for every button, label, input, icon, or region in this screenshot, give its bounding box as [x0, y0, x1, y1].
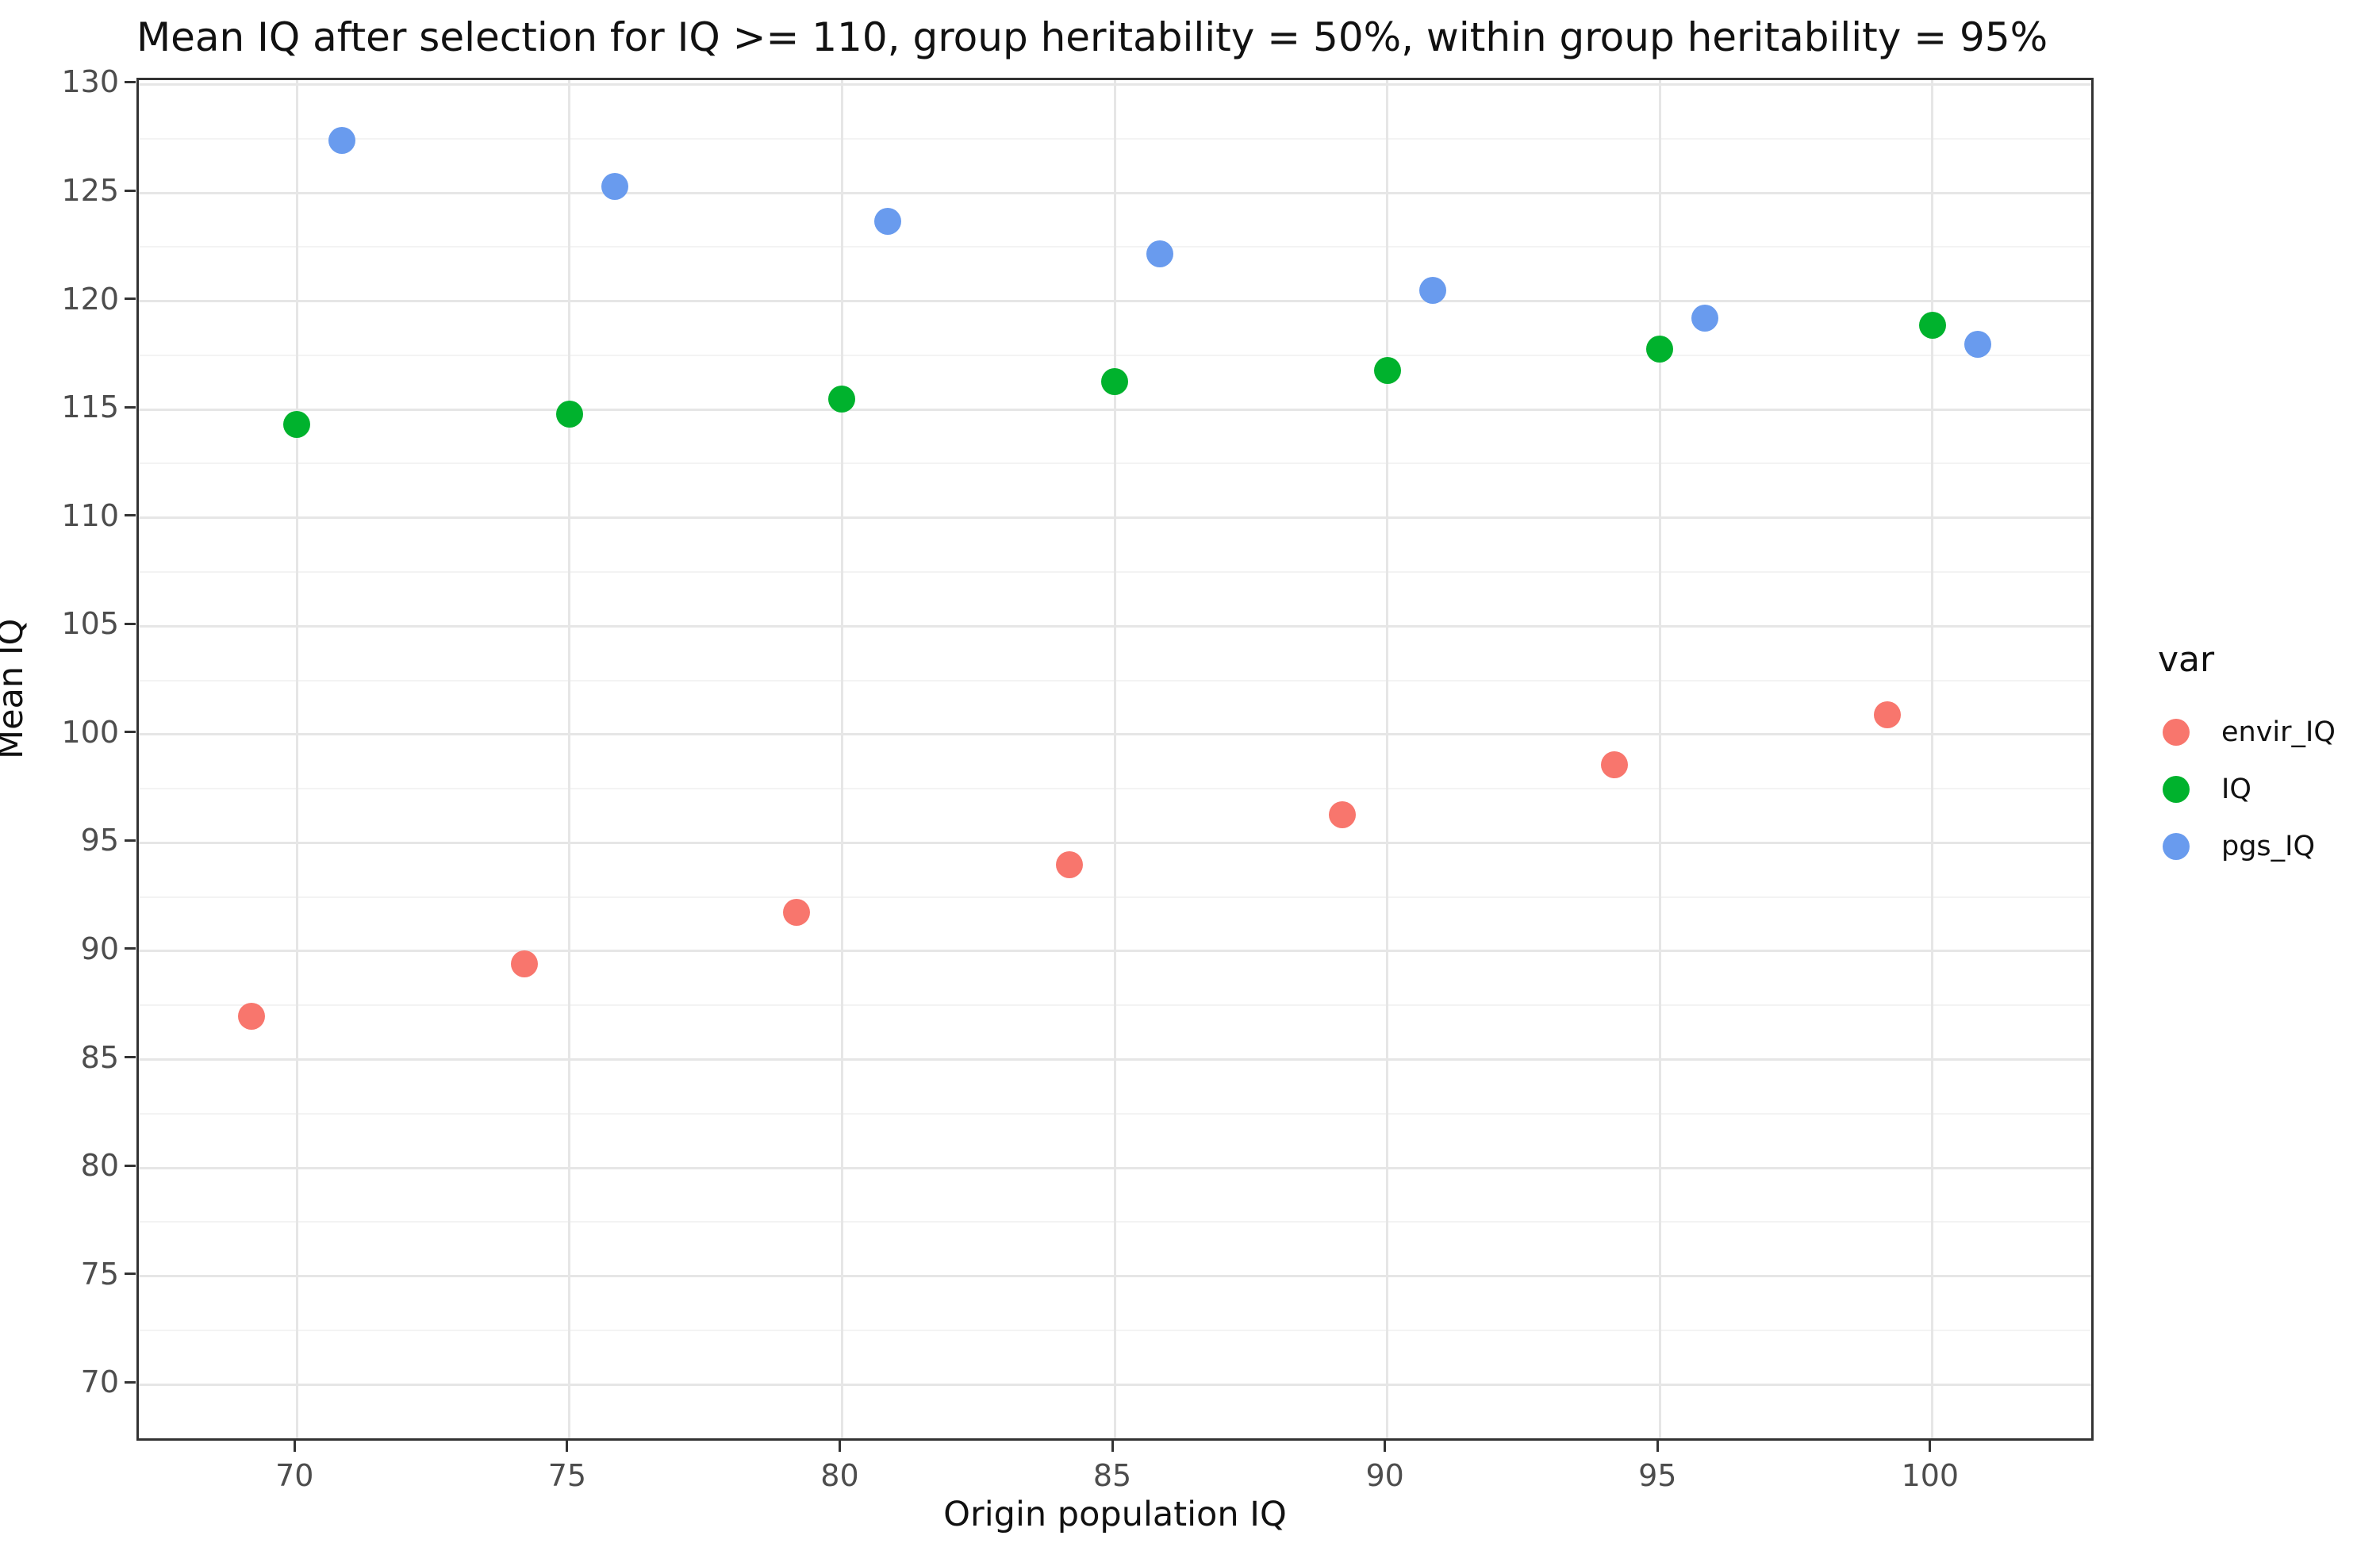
legend-key-dot-pgs-iq: [2163, 833, 2190, 860]
data-point-IQ-95: [1646, 335, 1674, 363]
legend-label: envir_IQ: [2221, 716, 2336, 748]
data-point-IQ-85: [1101, 367, 1129, 395]
x-tick-label-95: 95: [1638, 1458, 1677, 1493]
major-gridline-x-95: [1658, 80, 1661, 1438]
y-tick-label-85: 85: [80, 1039, 119, 1075]
x-tick-label-100: 100: [1901, 1458, 1960, 1493]
legend-item-envir-iq: envir_IQ: [2158, 704, 2380, 761]
y-tick-label-80: 80: [80, 1148, 119, 1184]
data-point-pgs_IQ-70: [328, 127, 356, 155]
data-point-IQ-70: [283, 411, 311, 439]
major-gridline-x-75: [568, 80, 571, 1438]
legend-key-dot-iq: [2163, 776, 2190, 803]
data-point-envir_IQ-80: [783, 898, 811, 926]
data-point-pgs_IQ-80: [873, 207, 901, 235]
data-point-envir_IQ-75: [510, 950, 538, 978]
data-point-IQ-75: [555, 400, 583, 428]
y-tick-label-70: 70: [80, 1365, 119, 1400]
x-tick-mark-90: [1384, 1441, 1387, 1452]
y-tick-label-75: 75: [80, 1256, 119, 1292]
major-gridline-x-80: [840, 80, 843, 1438]
y-tick-label-115: 115: [61, 390, 119, 425]
y-tick-label-100: 100: [61, 714, 119, 750]
y-tick-label-125: 125: [61, 173, 119, 209]
y-tick-mark-85: [125, 1056, 136, 1059]
x-tick-mark-100: [1929, 1441, 1932, 1452]
major-gridline-x-70: [295, 80, 298, 1438]
y-tick-label-130: 130: [61, 64, 119, 100]
data-point-IQ-100: [1918, 311, 1946, 339]
x-tick-label-75: 75: [547, 1458, 587, 1493]
y-tick-label-105: 105: [61, 606, 119, 642]
data-point-envir_IQ-100: [1873, 701, 1901, 729]
legend-label: IQ: [2221, 774, 2251, 805]
major-gridline-x-100: [1931, 80, 1934, 1438]
y-tick-label-120: 120: [61, 281, 119, 317]
legend: var envir_IQ IQ pgs_IQ: [2158, 639, 2380, 875]
y-tick-mark-105: [125, 622, 136, 625]
data-point-pgs_IQ-85: [1146, 240, 1174, 267]
data-point-pgs_IQ-75: [601, 172, 628, 200]
data-point-pgs_IQ-95: [1691, 305, 1719, 332]
data-point-envir_IQ-90: [1328, 800, 1356, 828]
x-tick-mark-75: [566, 1441, 569, 1452]
x-tick-label-80: 80: [820, 1458, 859, 1493]
legend-label: pgs_IQ: [2221, 831, 2316, 862]
y-tick-mark-80: [125, 1164, 136, 1167]
x-tick-mark-95: [1656, 1441, 1659, 1452]
data-point-envir_IQ-70: [238, 1002, 266, 1030]
y-tick-mark-75: [125, 1273, 136, 1276]
x-tick-label-85: 85: [1092, 1458, 1132, 1493]
x-tick-mark-85: [1111, 1441, 1114, 1452]
data-point-envir_IQ-95: [1601, 751, 1629, 779]
legend-item-pgs-iq: pgs_IQ: [2158, 818, 2380, 875]
y-tick-label-110: 110: [61, 497, 119, 533]
y-tick-mark-95: [125, 839, 136, 842]
y-tick-mark-70: [125, 1380, 136, 1384]
y-tick-mark-130: [125, 80, 136, 83]
data-point-pgs_IQ-100: [1964, 331, 1991, 359]
y-axis-title: Mean IQ: [0, 618, 31, 759]
major-gridline-x-85: [1113, 80, 1116, 1438]
data-point-IQ-90: [1373, 356, 1401, 384]
x-tick-mark-80: [838, 1441, 841, 1452]
legend-title: var: [2158, 639, 2215, 680]
x-tick-mark-70: [293, 1441, 296, 1452]
y-tick-mark-120: [125, 298, 136, 301]
y-tick-mark-110: [125, 514, 136, 517]
legend-key-dot-envir-iq: [2163, 719, 2190, 746]
y-tick-label-95: 95: [80, 823, 119, 858]
data-point-pgs_IQ-90: [1418, 276, 1446, 304]
data-point-envir_IQ-85: [1056, 850, 1084, 878]
y-tick-mark-90: [125, 947, 136, 950]
y-tick-mark-125: [125, 189, 136, 192]
x-axis-title: Origin population IQ: [943, 1495, 1287, 1534]
plot-panel: [136, 78, 2094, 1441]
y-tick-mark-115: [125, 405, 136, 409]
x-tick-label-70: 70: [275, 1458, 314, 1493]
y-tick-label-90: 90: [80, 931, 119, 966]
major-gridline-x-90: [1386, 80, 1389, 1438]
x-tick-label-90: 90: [1365, 1458, 1404, 1493]
legend-item-iq: IQ: [2158, 761, 2380, 818]
plot-title: Mean IQ after selection for IQ >= 110, g…: [136, 14, 2048, 60]
y-tick-mark-100: [125, 731, 136, 734]
data-point-IQ-80: [828, 385, 856, 413]
